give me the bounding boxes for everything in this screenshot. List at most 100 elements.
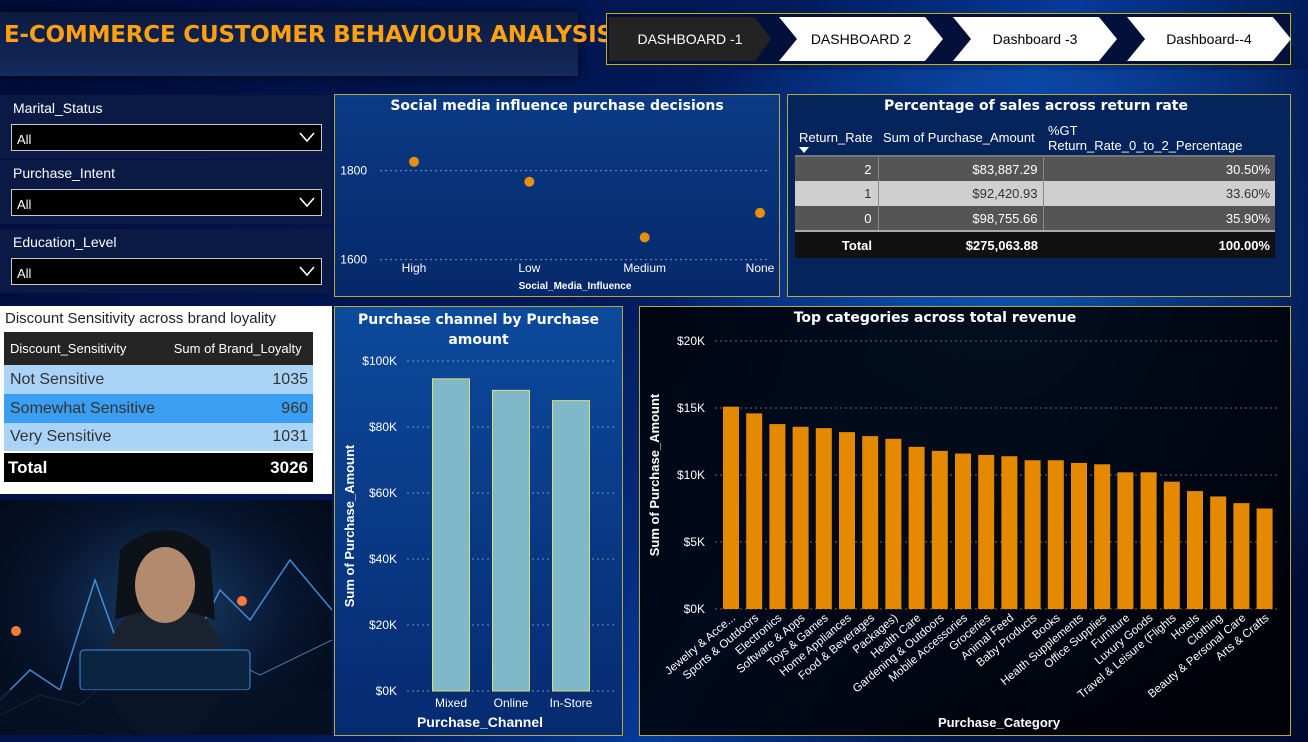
- scatter-chart: 1600 1800 High Low Medium None Social_Media_In…: [340, 156, 775, 292]
- total-value: $275,063.88: [965, 237, 1038, 253]
- y-tick-label: $60K: [369, 486, 397, 500]
- discount-sensitivity-table: Discount_Sensitivity Sum of Brand_Loyalt…: [4, 332, 313, 482]
- person-with-hologram-illustration: [0, 530, 332, 735]
- y-tick-label: $20K: [369, 618, 397, 632]
- x-tick-label: None: [746, 261, 775, 275]
- scatter-point[interactable]: [409, 156, 419, 167]
- dropdown-value: All: [17, 197, 32, 212]
- category-bar[interactable]: [1001, 456, 1018, 609]
- category-bar[interactable]: [1047, 460, 1064, 609]
- scatter-point[interactable]: [524, 176, 535, 187]
- category-bar[interactable]: [955, 453, 971, 609]
- category-bar[interactable]: [792, 426, 809, 609]
- category-bar[interactable]: [769, 424, 786, 609]
- table-row[interactable]: Not Sensitive 1035: [4, 365, 313, 394]
- column-header: Discount_Sensitivity: [10, 341, 127, 356]
- column-header-return-rate[interactable]: Return_Rate: [795, 120, 878, 156]
- slicer-education-level: Education_Level All: [0, 229, 332, 293]
- column-header: %GT Return_Rate_0_to_2_Percentage: [1048, 122, 1243, 153]
- scatter-point[interactable]: [639, 232, 650, 243]
- row-value: 960: [281, 399, 308, 417]
- marital-status-dropdown[interactable]: All: [11, 124, 322, 151]
- slicer-label: Purchase_Intent: [13, 165, 115, 181]
- scatter-title: Social media influence purchase decision…: [390, 98, 724, 114]
- total-row: Total $275,063.88 100.00%: [795, 231, 1275, 258]
- category-bar[interactable]: [908, 446, 925, 609]
- cell: 2: [795, 156, 879, 181]
- y-tick-label: $100K: [362, 354, 397, 368]
- education-level-dropdown[interactable]: All: [11, 258, 322, 285]
- category-bar[interactable]: [1140, 472, 1157, 609]
- category-bar[interactable]: [746, 413, 763, 609]
- slicer-label: Marital_Status: [13, 100, 103, 116]
- table-row[interactable]: 1 $92,420.93 33.60%: [795, 181, 1275, 206]
- chevron-down-icon: [299, 197, 315, 208]
- category-bar[interactable]: [1256, 508, 1273, 610]
- category-bar[interactable]: [1233, 503, 1250, 609]
- cell: 35.90%: [1225, 210, 1270, 226]
- slicer-purchase-intent: Purchase_Intent All: [0, 160, 332, 224]
- category-bar[interactable]: [1094, 464, 1111, 609]
- category-bar[interactable]: [885, 438, 902, 609]
- top-categories-panel: Top categories across total revenue $0K $…: [639, 306, 1291, 736]
- channel-bar[interactable]: [552, 400, 590, 692]
- slicer-label: Education_Level: [13, 234, 117, 250]
- x-tick-label: Online: [494, 696, 529, 710]
- category-bar[interactable]: [931, 450, 948, 609]
- y-tick-label: 1600: [340, 253, 367, 267]
- dropdown-value: All: [17, 266, 32, 281]
- category-bar[interactable]: [862, 436, 879, 609]
- category-bar[interactable]: [1187, 491, 1203, 609]
- table-row[interactable]: 2 $83,887.29 30.50%: [795, 156, 1275, 181]
- sort-arrow-icon: [799, 147, 809, 153]
- y-tick-label: $15K: [677, 401, 705, 415]
- channel-bar[interactable]: [432, 378, 470, 692]
- cell: $83,887.29: [878, 156, 1044, 181]
- x-axis-label: Social_Media_Influence: [519, 281, 632, 292]
- category-bar[interactable]: [1071, 462, 1087, 609]
- cell: 1: [795, 181, 879, 206]
- total-label: Total: [4, 451, 168, 482]
- category-bar[interactable]: [1163, 481, 1180, 609]
- chevron-down-icon: [299, 266, 315, 277]
- y-tick-label: $0K: [684, 602, 705, 616]
- category-bar[interactable]: [723, 406, 739, 609]
- return-table-title: Percentage of sales across return rate: [884, 98, 1188, 114]
- category-bar[interactable]: [1117, 472, 1134, 609]
- category-bar[interactable]: [1210, 496, 1227, 609]
- x-axis-label: Purchase_Channel: [417, 714, 543, 730]
- scatter-point[interactable]: [755, 207, 765, 218]
- row-value: 1031: [272, 428, 308, 445]
- header-label: Return_Rate: [799, 130, 873, 145]
- purchase-channel-panel: Purchase channel by Purchase amount $0K $…: [334, 306, 623, 736]
- table-row[interactable]: 0 $98,755.66 35.90%: [795, 206, 1275, 231]
- cell: 30.50%: [1225, 161, 1270, 177]
- total-percentage: 100.00%: [1218, 237, 1270, 253]
- total-row: Total 3026: [4, 451, 313, 482]
- column-header: Sum of Purchase_Amount: [883, 130, 1035, 145]
- chevron-down-icon: [299, 132, 315, 143]
- channel-bar[interactable]: [492, 389, 530, 692]
- nav-dashboard-4[interactable]: Dashboard--4: [1127, 17, 1291, 61]
- category-bar[interactable]: [1024, 460, 1041, 609]
- table-row[interactable]: Very Sensitive 1031: [4, 423, 313, 452]
- slicer-marital-status: Marital_Status All: [0, 95, 332, 159]
- y-tick-label: $0K: [376, 684, 397, 698]
- purchase-intent-dropdown[interactable]: All: [11, 189, 322, 216]
- table-row[interactable]: Somewhat Sensitive 960: [4, 394, 313, 423]
- dashboard-title-card: E-COMMERCE CUSTOMER BEHAVIOUR ANALYSIS: [0, 12, 613, 76]
- category-bar[interactable]: [839, 432, 855, 609]
- category-bar[interactable]: [978, 454, 995, 609]
- total-label: Total: [841, 237, 872, 253]
- x-tick-label: Medium: [623, 261, 666, 275]
- nav-dashboard-1[interactable]: DASHBOARD -1: [609, 17, 771, 61]
- row-label: Somewhat Sensitive: [10, 399, 155, 417]
- nav-dashboard-3[interactable]: Dashboard -3: [953, 17, 1117, 61]
- cell: 0: [795, 206, 879, 231]
- y-tick-label: $20K: [677, 334, 705, 348]
- row-label: Very Sensitive: [10, 428, 112, 445]
- category-bar[interactable]: [815, 428, 832, 609]
- y-tick-label: $40K: [369, 552, 397, 566]
- nav-dashboard-2[interactable]: DASHBOARD 2: [779, 17, 943, 61]
- dashboard-title: E-COMMERCE CUSTOMER BEHAVIOUR ANALYSIS: [4, 22, 613, 48]
